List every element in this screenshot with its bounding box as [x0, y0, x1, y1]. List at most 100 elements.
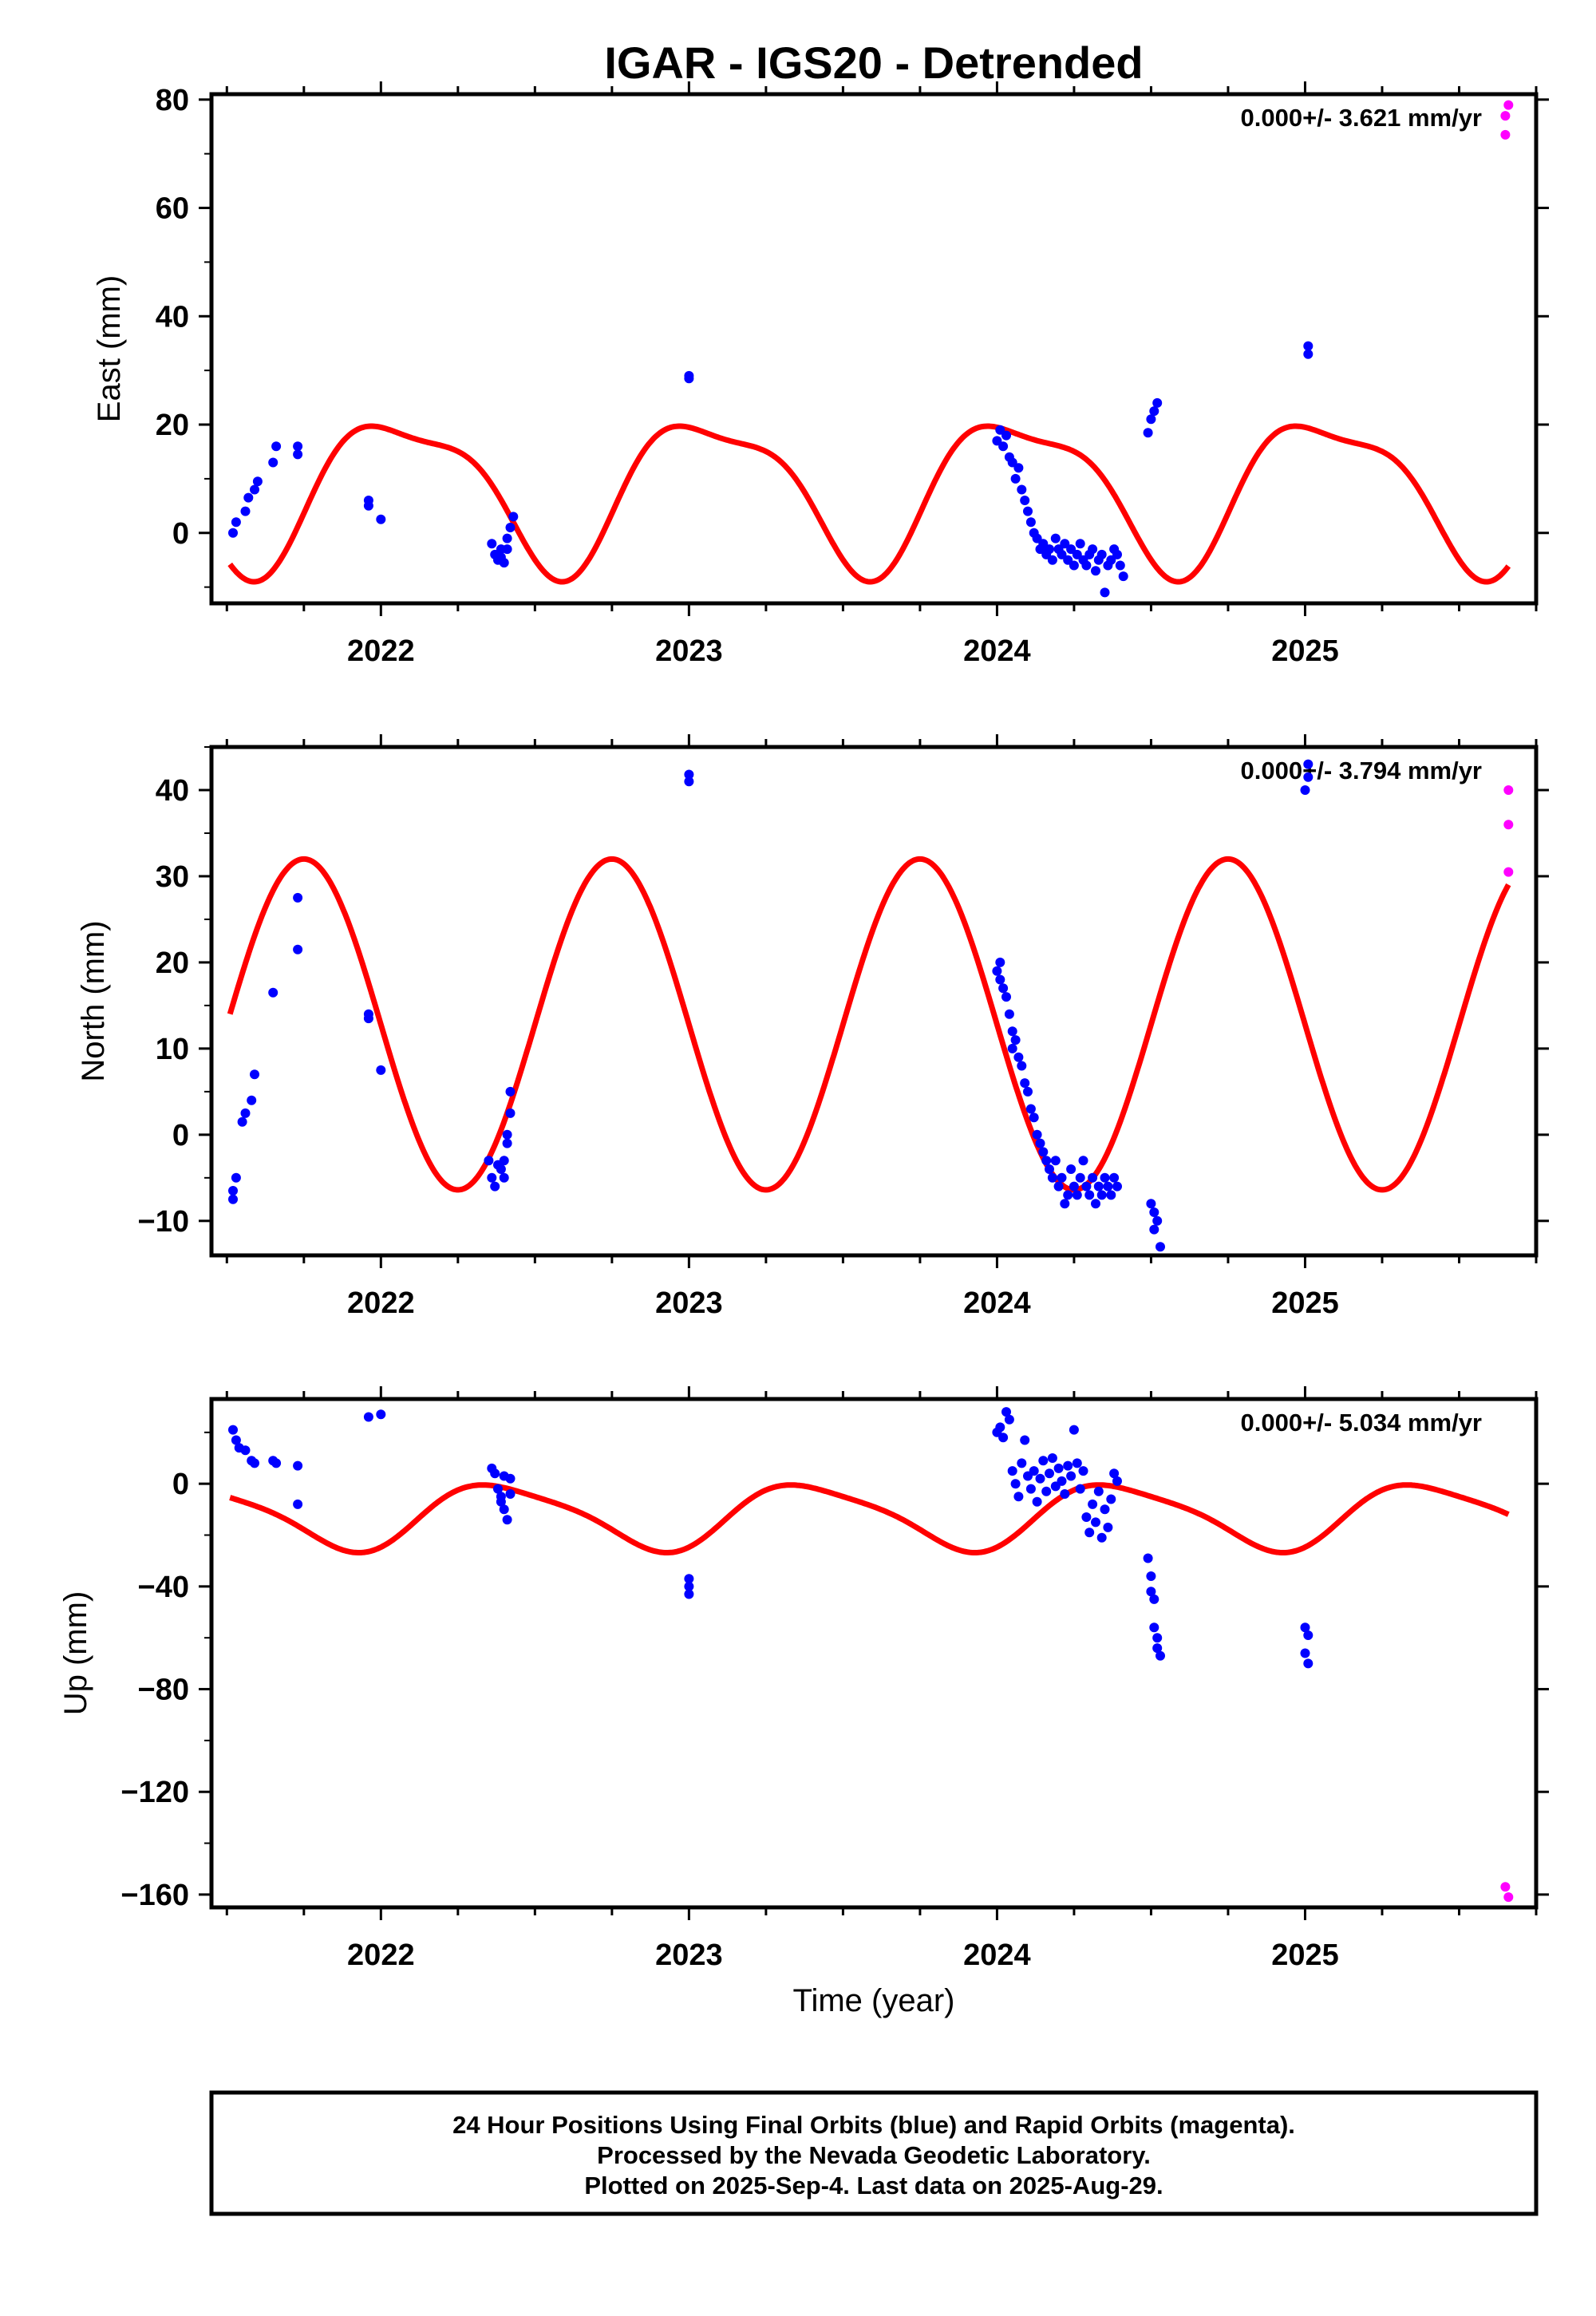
plot-frame [209, 745, 1539, 1258]
final-orbit-point [1013, 1492, 1024, 1502]
final-orbit-point [1075, 539, 1085, 549]
final-orbit-point [1066, 1164, 1077, 1174]
final-orbit-point [376, 1065, 386, 1075]
final-orbit-point [363, 1412, 373, 1422]
final-orbit-point [499, 1504, 509, 1515]
final-orbit-point [1091, 1199, 1100, 1209]
final-orbit-point [1013, 463, 1024, 473]
y-tick-label: 40 [156, 300, 189, 334]
rapid-orbit-point [1503, 1892, 1514, 1903]
final-orbit-point [1060, 1199, 1070, 1209]
final-orbit-point [240, 1108, 251, 1118]
final-orbit-point [1149, 406, 1159, 417]
final-orbit-point [1001, 430, 1011, 441]
final-orbit-point [684, 1581, 694, 1591]
final-orbit-point [1032, 1496, 1042, 1507]
final-orbit-point [1075, 1484, 1085, 1494]
final-orbit-point [293, 1499, 303, 1509]
final-orbit-point [1100, 1504, 1110, 1515]
final-orbit-point [1069, 1425, 1079, 1435]
final-orbit-point [505, 1489, 516, 1499]
rapid-orbit-point [1500, 129, 1511, 140]
final-orbit-point [1303, 759, 1314, 769]
final-orbit-point [1081, 560, 1092, 571]
y-axis-label: North (mm) [76, 920, 111, 1081]
final-orbit-point [250, 484, 259, 495]
x-tick-label: 2025 [1271, 634, 1339, 668]
final-orbit-point [505, 523, 516, 532]
model-curve [227, 856, 1511, 1193]
x-tick-label: 2023 [655, 1286, 723, 1320]
final-orbit-point [250, 1069, 259, 1080]
final-orbit-series [228, 759, 1314, 1252]
final-orbit-point [228, 1194, 238, 1204]
final-orbit-point [228, 528, 238, 538]
final-orbit-point [1152, 1633, 1163, 1643]
rapid-orbit-point [1503, 785, 1514, 795]
final-orbit-point [1050, 533, 1061, 543]
final-orbit-point [1072, 1190, 1082, 1200]
final-orbit-point [1093, 1181, 1104, 1192]
final-orbit-point [363, 1009, 373, 1019]
x-tick-label: 2022 [347, 1286, 415, 1320]
final-orbit-point [1149, 1594, 1159, 1604]
y-tick-label: 20 [156, 409, 189, 442]
y-tick-label: −40 [138, 1571, 189, 1604]
final-orbit-point [505, 1108, 516, 1118]
final-orbit-point [1084, 1190, 1095, 1200]
final-orbit-point [1066, 544, 1077, 555]
final-orbit-point [1045, 544, 1054, 555]
final-orbit-point [271, 1458, 282, 1468]
final-orbit-point [231, 1172, 241, 1183]
panel-2: 2022 2023 2024 2025 −10 0 10 20 30 40 North (mm) 0.… [76, 734, 1549, 1320]
y-tick-label: −120 [120, 1776, 189, 1809]
final-orbit-point [1303, 1630, 1314, 1640]
x-tick-label: 2023 [655, 1939, 723, 1972]
final-orbit-point [231, 517, 241, 528]
x-tick-label: 2022 [347, 634, 415, 668]
final-orbit-point [1035, 1138, 1045, 1148]
final-orbit-point [1038, 539, 1049, 549]
final-orbit-point [1057, 549, 1067, 559]
final-orbit-point [1146, 1199, 1156, 1209]
y-tick-label: 60 [156, 192, 189, 226]
final-orbit-point [1050, 1156, 1061, 1166]
final-orbit-point [268, 457, 279, 468]
final-orbit-point [240, 1445, 251, 1456]
final-orbit-point [1010, 1035, 1021, 1045]
x-tick-label: 2022 [347, 1939, 415, 1972]
x-tick-label: 2024 [963, 634, 1031, 668]
final-orbit-point [1041, 1156, 1052, 1166]
final-orbit-point [1007, 1466, 1017, 1476]
plot-frame [209, 92, 1539, 606]
caption-line-1: 24 Hour Positions Using Final Orbits (bl… [452, 2111, 1295, 2139]
final-orbit-point [502, 1129, 512, 1140]
final-orbit-point [502, 1138, 512, 1148]
final-orbit-point [1023, 1086, 1033, 1097]
final-orbit-point [1103, 1181, 1113, 1192]
final-orbit-point [1303, 772, 1314, 782]
final-orbit-point [1029, 1466, 1039, 1476]
final-orbit-point [1004, 1009, 1014, 1019]
final-orbit-point [1020, 1435, 1030, 1445]
final-orbit-point [1007, 457, 1017, 468]
final-orbit-point [231, 1435, 241, 1445]
x-tick-label: 2024 [963, 1286, 1031, 1320]
final-orbit-point [1053, 1463, 1064, 1473]
final-orbit-point [1035, 1473, 1045, 1484]
final-orbit-point [1146, 1587, 1156, 1597]
final-orbit-point [1060, 1489, 1070, 1499]
final-orbit-point [490, 1468, 500, 1479]
final-orbit-point [1001, 992, 1011, 1002]
final-orbit-point [1066, 1471, 1077, 1481]
final-orbit-point [1053, 1181, 1064, 1192]
final-orbit-point [243, 492, 254, 503]
final-orbit-point [487, 539, 497, 549]
final-orbit-point [1032, 1129, 1042, 1140]
rapid-orbit-point [1503, 867, 1514, 877]
final-orbit-point [293, 441, 303, 452]
final-orbit-point [293, 449, 303, 460]
final-orbit-point [1020, 1078, 1030, 1089]
final-orbit-point [1081, 1181, 1092, 1192]
final-orbit-point [1096, 549, 1107, 559]
